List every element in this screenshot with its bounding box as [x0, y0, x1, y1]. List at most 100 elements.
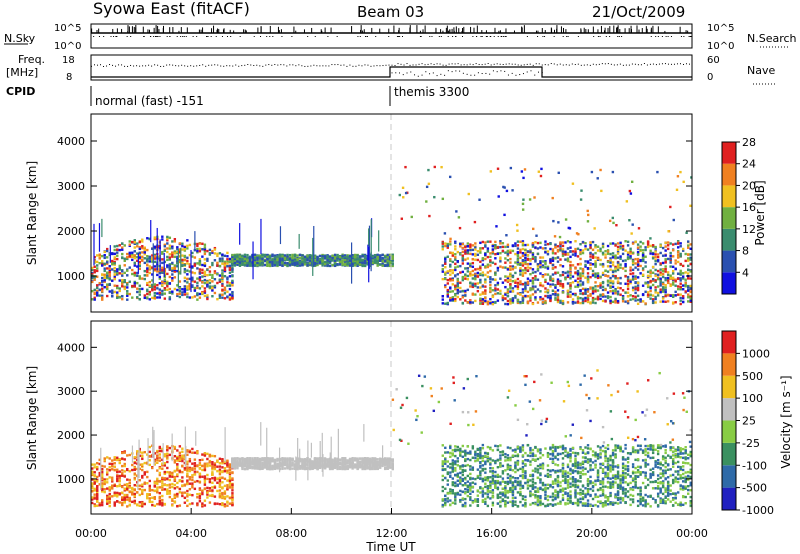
heatmap-cell	[266, 261, 269, 265]
heatmap-cell	[561, 299, 565, 303]
heatmap-cell	[466, 270, 470, 273]
heatmap-cell	[158, 499, 162, 503]
heatmap-cell	[156, 455, 159, 458]
heatmap-cell	[301, 263, 304, 267]
heatmap-cell	[571, 250, 575, 253]
freq-dot	[547, 64, 549, 66]
nsearch-dot	[143, 36, 145, 37]
heatmap-cell	[223, 268, 227, 272]
heatmap-cell	[534, 257, 537, 260]
heatmap-cell	[146, 260, 149, 263]
heatmap-cell	[456, 250, 460, 254]
nsearch-dot	[486, 36, 488, 37]
heatmap-cell	[534, 258, 537, 262]
heatmap-cell	[499, 245, 502, 249]
heatmap-cell	[616, 256, 620, 259]
heatmap-cell	[479, 241, 482, 245]
heatmap-cell	[91, 277, 94, 280]
heatmap-cell	[554, 298, 557, 301]
heatmap-cell	[486, 249, 490, 253]
heatmap-cell	[594, 297, 597, 301]
heatmap-cell	[103, 490, 106, 494]
heatmap-cell	[674, 301, 677, 304]
freq-dot	[175, 65, 177, 67]
heatmap-cell	[101, 483, 104, 487]
heatmap-cell	[156, 451, 159, 454]
heatmap-cell	[152, 243, 154, 284]
heatmap-cell	[456, 284, 460, 288]
freq-dot	[121, 64, 123, 66]
heatmap-cell	[506, 280, 510, 283]
heatmap-cell	[111, 259, 114, 263]
heatmap-cell	[564, 253, 567, 256]
heatmap-cell	[103, 262, 106, 266]
heatmap-cell	[146, 270, 149, 274]
heatmap-cell	[391, 253, 394, 256]
heatmap-cell	[113, 484, 116, 487]
heatmap-cell	[566, 252, 570, 256]
heatmap-cell	[193, 263, 197, 266]
heatmap-cell	[116, 286, 119, 290]
heatmap-cell	[238, 264, 242, 267]
heatmap-cell	[649, 297, 652, 300]
heatmap-cell	[193, 271, 197, 275]
heatmap-cell	[509, 268, 512, 271]
heatmap-cell	[514, 242, 517, 245]
heatmap-cell	[116, 474, 119, 477]
heatmap-cell	[131, 272, 134, 276]
heatmap-cell	[689, 287, 692, 290]
heatmap-cell	[549, 278, 552, 282]
heatmap-cell	[516, 292, 520, 295]
heatmap-cell	[484, 241, 487, 244]
nsearch-dot	[196, 36, 198, 37]
heatmap-cell	[614, 244, 617, 247]
heatmap-cell	[446, 244, 449, 248]
heatmap-cell	[624, 300, 627, 303]
heatmap-cell	[651, 298, 655, 301]
heatmap-cell	[201, 242, 204, 246]
heatmap-cell	[113, 462, 116, 465]
freq-label-2: [MHz]	[6, 66, 38, 79]
heatmap-cell	[461, 246, 465, 250]
heatmap-cell	[388, 253, 392, 257]
heatmap-cell	[621, 295, 625, 298]
heatmap-cell	[146, 237, 149, 240]
heatmap-cell	[133, 472, 136, 475]
heatmap-cell	[522, 198, 525, 201]
heatmap-cell	[451, 260, 454, 264]
heatmap-cell	[113, 266, 116, 270]
heatmap-cell	[133, 255, 136, 258]
heatmap-cell	[591, 255, 595, 258]
heatmap-cell	[471, 285, 475, 289]
heatmap-cell	[236, 255, 239, 259]
nsearch-dot	[166, 36, 168, 37]
heatmap-cell	[444, 266, 447, 269]
heatmap-cell	[113, 493, 116, 496]
heatmap-cell	[449, 290, 452, 293]
heatmap-cell	[101, 470, 104, 474]
heatmap-cell	[101, 283, 104, 287]
heatmap-cell	[216, 297, 219, 301]
heatmap-cell	[111, 476, 114, 479]
heatmap-cell	[158, 491, 162, 495]
heatmap-cell	[141, 246, 144, 250]
heatmap-cell	[121, 274, 124, 277]
heatmap-cell	[138, 257, 141, 261]
freq-dot	[370, 65, 372, 67]
heatmap-cell	[151, 279, 154, 282]
heatmap-cell	[216, 261, 219, 265]
heatmap-cell	[246, 259, 249, 263]
heatmap-cell	[131, 500, 134, 504]
freq-dot	[436, 63, 438, 65]
heatmap-cell	[616, 252, 620, 255]
heatmap-cell	[536, 301, 540, 304]
freq-dot	[214, 64, 216, 66]
heatmap-cell	[153, 504, 157, 507]
heatmap-cell	[449, 240, 452, 243]
heatmap-cell	[116, 495, 119, 498]
heatmap-cell	[579, 248, 582, 252]
nsky-trace	[91, 25, 692, 37]
heatmap-cell	[521, 274, 525, 277]
freq-dot	[646, 64, 648, 66]
heatmap-cell	[509, 283, 512, 287]
